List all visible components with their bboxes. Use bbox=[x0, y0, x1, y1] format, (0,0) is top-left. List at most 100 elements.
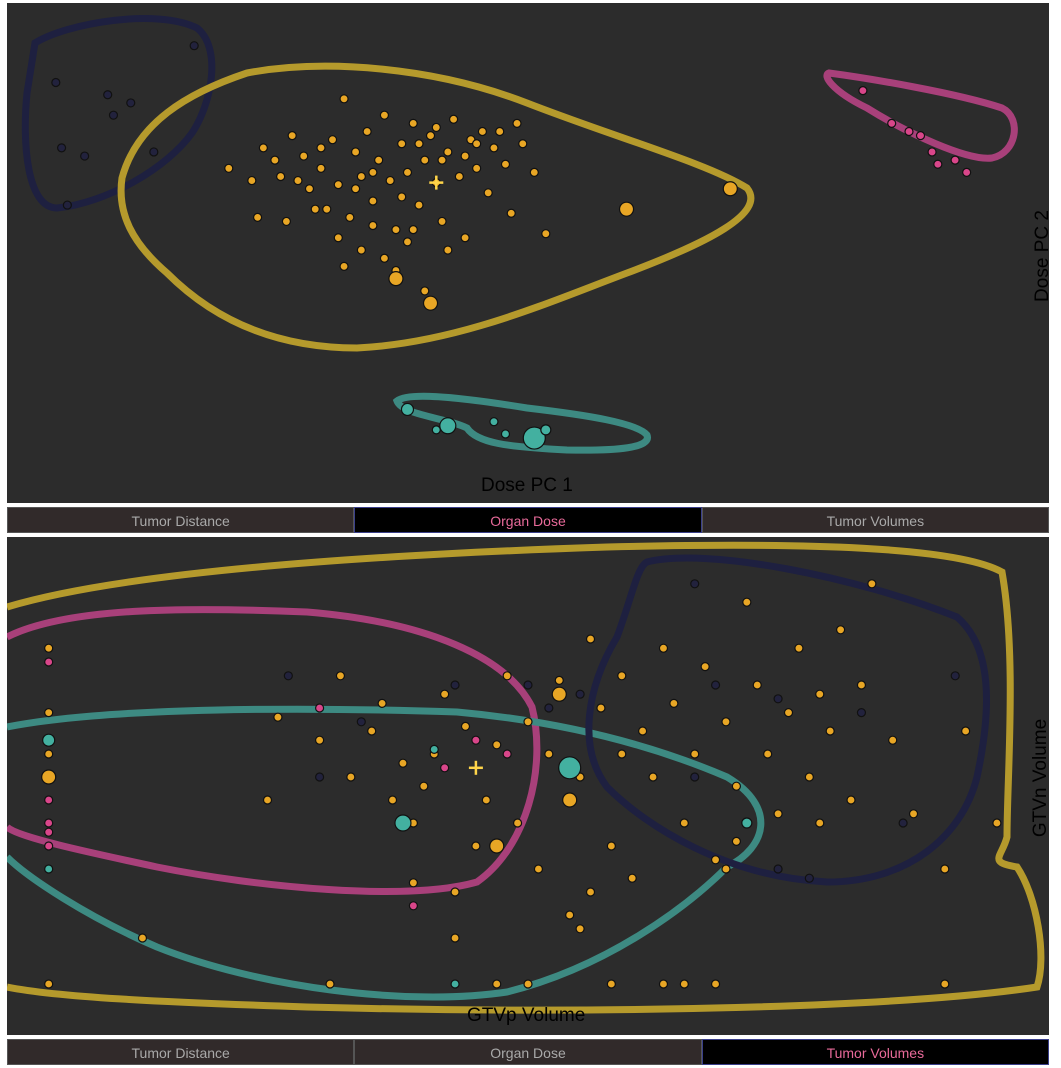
data-point[interactable] bbox=[518, 139, 528, 149]
data-point[interactable] bbox=[276, 171, 286, 182]
data-point[interactable] bbox=[425, 131, 436, 141]
data-point[interactable] bbox=[558, 756, 582, 780]
data-point[interactable] bbox=[658, 979, 669, 989]
data-point[interactable] bbox=[149, 147, 159, 157]
data-point[interactable] bbox=[492, 979, 502, 989]
tab-tumor-distance[interactable]: Tumor Distance bbox=[7, 1039, 355, 1065]
data-point[interactable] bbox=[908, 809, 919, 819]
data-point[interactable] bbox=[858, 86, 868, 96]
data-point[interactable] bbox=[690, 579, 700, 589]
data-point[interactable] bbox=[815, 689, 825, 699]
data-point[interactable] bbox=[638, 726, 648, 736]
data-point[interactable] bbox=[502, 749, 512, 759]
data-point[interactable] bbox=[856, 680, 867, 690]
data-point[interactable] bbox=[887, 118, 897, 128]
data-point[interactable] bbox=[962, 167, 972, 177]
data-point[interactable] bbox=[443, 245, 453, 255]
data-point[interactable] bbox=[322, 204, 332, 214]
data-point[interactable] bbox=[450, 933, 460, 943]
data-point[interactable] bbox=[388, 271, 404, 287]
data-point[interactable] bbox=[915, 131, 926, 141]
data-point[interactable] bbox=[387, 795, 398, 805]
data-point[interactable] bbox=[315, 735, 325, 745]
data-point[interactable] bbox=[408, 901, 418, 911]
data-point[interactable] bbox=[815, 818, 825, 828]
data-point[interactable] bbox=[500, 429, 511, 439]
data-point[interactable] bbox=[450, 680, 460, 690]
data-point[interactable] bbox=[327, 135, 338, 145]
data-point[interactable] bbox=[575, 689, 585, 699]
data-point[interactable] bbox=[448, 114, 459, 124]
data-point[interactable] bbox=[408, 118, 418, 128]
data-point[interactable] bbox=[731, 836, 742, 846]
data-point[interactable] bbox=[700, 662, 710, 672]
data-point[interactable] bbox=[773, 694, 783, 704]
data-point[interactable] bbox=[398, 758, 408, 768]
data-point[interactable] bbox=[420, 286, 430, 296]
data-point[interactable] bbox=[316, 143, 326, 153]
data-point[interactable] bbox=[335, 671, 346, 681]
data-point[interactable] bbox=[523, 979, 533, 989]
data-point[interactable] bbox=[596, 703, 606, 713]
data-point[interactable] bbox=[506, 208, 516, 218]
data-point[interactable] bbox=[669, 698, 679, 708]
data-point[interactable] bbox=[41, 769, 57, 785]
data-point[interactable] bbox=[658, 643, 669, 653]
data-point[interactable] bbox=[304, 184, 315, 194]
data-point[interactable] bbox=[950, 671, 960, 681]
data-point[interactable] bbox=[397, 139, 407, 149]
data-point[interactable] bbox=[356, 245, 366, 255]
data-point[interactable] bbox=[710, 979, 721, 989]
data-point[interactable] bbox=[544, 749, 554, 759]
data-point[interactable] bbox=[606, 841, 616, 851]
data-point[interactable] bbox=[512, 118, 522, 128]
data-point[interactable] bbox=[585, 887, 596, 897]
data-point[interactable] bbox=[783, 708, 794, 718]
data-point[interactable] bbox=[333, 233, 343, 243]
data-point[interactable] bbox=[523, 680, 533, 690]
data-point[interactable] bbox=[439, 417, 457, 435]
data-point[interactable] bbox=[270, 155, 280, 165]
data-point[interactable] bbox=[471, 735, 481, 745]
data-point[interactable] bbox=[400, 402, 415, 417]
data-point[interactable] bbox=[450, 887, 460, 897]
data-point[interactable] bbox=[126, 98, 136, 108]
data-point[interactable] bbox=[42, 733, 56, 747]
data-point[interactable] bbox=[460, 151, 470, 161]
data-points[interactable] bbox=[41, 579, 1002, 989]
data-point[interactable] bbox=[258, 143, 268, 153]
data-point[interactable] bbox=[350, 147, 361, 157]
data-point[interactable] bbox=[618, 201, 635, 217]
data-point[interactable] bbox=[437, 216, 447, 227]
data-point[interactable] bbox=[721, 717, 731, 727]
data-point[interactable] bbox=[627, 873, 637, 883]
data-point[interactable] bbox=[835, 625, 846, 635]
data-point[interactable] bbox=[137, 933, 148, 943]
data-point[interactable] bbox=[44, 657, 54, 667]
data-point[interactable] bbox=[422, 295, 439, 311]
data-point[interactable] bbox=[325, 979, 335, 989]
data-point[interactable] bbox=[794, 643, 804, 653]
data-point[interactable] bbox=[606, 979, 616, 989]
data-point[interactable] bbox=[867, 579, 877, 589]
data-point[interactable] bbox=[804, 873, 814, 883]
data-point[interactable] bbox=[339, 94, 349, 104]
data-point[interactable] bbox=[742, 597, 752, 607]
data-point[interactable] bbox=[585, 634, 596, 644]
data-point[interactable] bbox=[368, 167, 378, 177]
data-point[interactable] bbox=[368, 220, 378, 231]
data-point[interactable] bbox=[224, 163, 234, 173]
data-point[interactable] bbox=[379, 110, 390, 120]
data-point[interactable] bbox=[252, 212, 263, 222]
data-point[interactable] bbox=[346, 772, 356, 782]
data-point[interactable] bbox=[460, 233, 470, 243]
data-point[interactable] bbox=[540, 424, 552, 436]
data-point[interactable] bbox=[763, 749, 773, 759]
data-point[interactable] bbox=[477, 126, 488, 137]
data-point[interactable] bbox=[377, 698, 387, 708]
data-point[interactable] bbox=[617, 749, 627, 759]
data-point[interactable] bbox=[440, 689, 450, 699]
data-point[interactable] bbox=[562, 792, 578, 808]
data-point[interactable] bbox=[394, 814, 412, 832]
data-point[interactable] bbox=[533, 864, 544, 874]
